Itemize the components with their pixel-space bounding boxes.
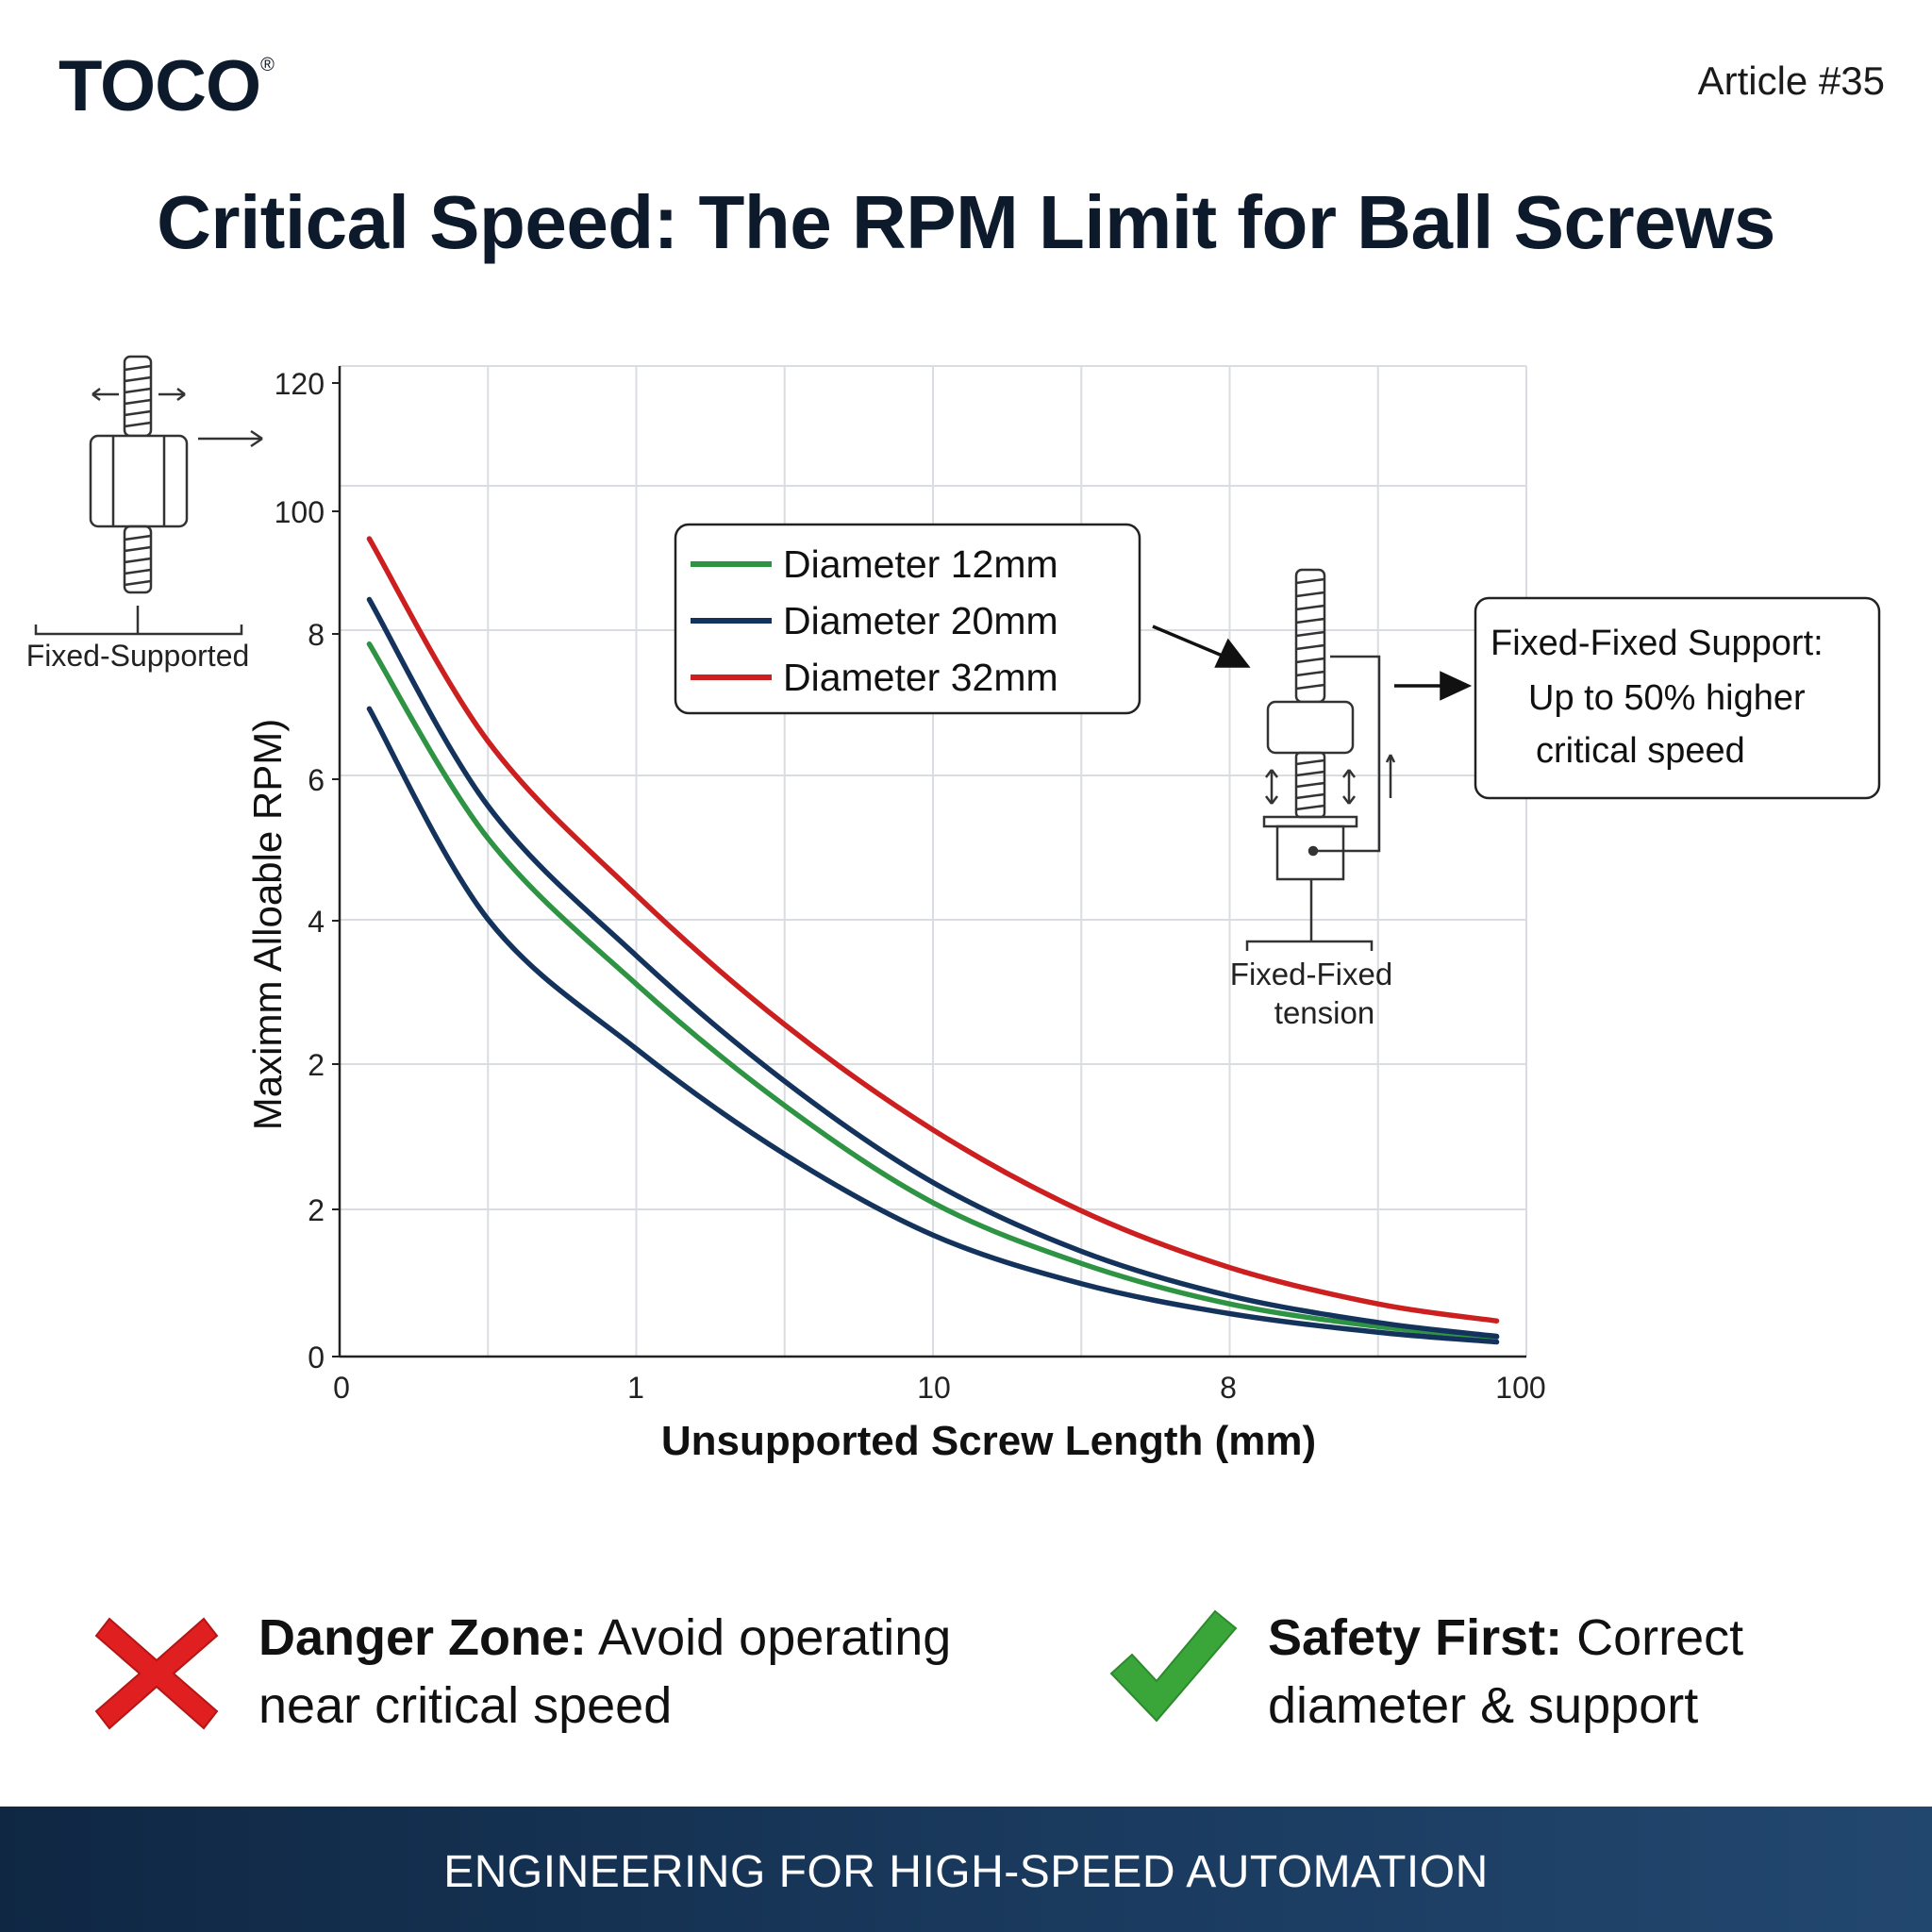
toco-logo: TOCO® xyxy=(58,45,275,127)
legend: Diameter 12mm Diameter 20mm Diameter 32mm xyxy=(674,523,1141,715)
danger-zone-heading: Danger Zone: xyxy=(258,1609,588,1666)
callout-line-3: critical speed xyxy=(1536,731,1745,771)
safety-first-message-line2: diameter & support xyxy=(1268,1677,1699,1734)
y-tick-label: 6 xyxy=(308,763,325,797)
x-tick-label: 1 xyxy=(627,1371,644,1405)
critical-speed-chart: 0 2 2 4 6 8 100 120 0 1 10 8 100 Unsupported Screw … xyxy=(26,355,1881,1464)
danger-zone-message: Avoid operating xyxy=(587,1609,952,1666)
series-line-diameter-32mm xyxy=(366,536,1500,1324)
page-title: Critical Speed: The RPM Limit for Ball S… xyxy=(157,180,1775,264)
y-tick-label: 2 xyxy=(308,1193,325,1227)
danger-x-icon xyxy=(94,1617,219,1730)
y-tick-label: 8 xyxy=(308,618,325,652)
footer-banner: ENGINEERING FOR HIGH-SPEED AUTOMATION xyxy=(0,1807,1932,1932)
support-flange xyxy=(1262,815,1358,828)
series-line-diameter-12mm xyxy=(366,641,1500,1341)
safety-first-heading: Safety First: xyxy=(1268,1609,1563,1666)
chart-axes xyxy=(338,366,1526,1358)
danger-zone-message-line2: near critical speed xyxy=(258,1677,673,1734)
check-mark-icon xyxy=(1109,1609,1238,1723)
series-line-baseline xyxy=(366,706,1500,1345)
arrowhead-1 xyxy=(1214,638,1251,668)
logo-text: TOCO xyxy=(58,46,261,126)
series-line-diameter-20mm xyxy=(366,596,1500,1340)
x-axis-label: Unsupported Screw Length (mm) xyxy=(661,1418,1316,1464)
fixed-fixed-diagram xyxy=(1245,568,1396,951)
screw-top-threads xyxy=(124,364,152,428)
fixed-fixed-label: Fixed-Fixed xyxy=(1230,957,1392,991)
fixed-supported-diagram xyxy=(34,355,263,636)
legend-label: Diameter 12mm xyxy=(783,542,1058,586)
ball-nut xyxy=(89,434,189,528)
banner-text: ENGINEERING FOR HIGH-SPEED AUTOMATION xyxy=(443,1847,1489,1897)
label-bracket xyxy=(1245,940,1374,951)
screw-upper-threads xyxy=(1295,577,1325,691)
x-tick-label: 10 xyxy=(917,1371,951,1405)
screw-lower-threads xyxy=(1295,758,1325,811)
legend-box xyxy=(674,523,1141,715)
x-tick-label: 8 xyxy=(1220,1371,1237,1405)
callout-line-2: Up to 50% higher xyxy=(1528,678,1806,718)
tension-label: tension xyxy=(1274,995,1374,1030)
y-tick-label: 120 xyxy=(275,367,325,401)
ball-nut xyxy=(1266,700,1355,755)
callout-line-1: Fixed-Fixed Support: xyxy=(1491,624,1824,663)
callout-box xyxy=(1474,596,1881,800)
y-tick-label: 0 xyxy=(308,1341,325,1374)
legend-label: Diameter 20mm xyxy=(783,599,1058,642)
legend-to-diagram-arrow-icon xyxy=(1152,625,1225,658)
fixed-supported-label: Fixed-Supported xyxy=(26,639,250,673)
x-tick-labels: 0 1 10 8 100 xyxy=(333,1371,1546,1405)
screw-bottom-threads xyxy=(124,534,152,587)
x-tick-label: 0 xyxy=(333,1371,350,1405)
y-tick-label: 4 xyxy=(308,905,325,939)
article-number: Article #35 xyxy=(1697,58,1885,103)
safety-first-text: Safety First: Correct diameter & support xyxy=(1268,1604,1743,1740)
safety-first-message: Correct xyxy=(1562,1609,1744,1666)
y-tick-labels: 0 2 2 4 6 8 100 120 xyxy=(275,367,340,1374)
annotation-arrows xyxy=(1152,625,1473,701)
chart-grid xyxy=(340,365,1527,1357)
series-lines xyxy=(366,536,1500,1345)
x-tick-label: 100 xyxy=(1495,1371,1545,1405)
tension-rod xyxy=(1313,655,1381,853)
y-tick-label: 2 xyxy=(308,1048,325,1082)
arrowhead-2 xyxy=(1440,671,1473,701)
y-axis-label: Maximm Alloable RPM) xyxy=(245,719,290,1130)
danger-zone-text: Danger Zone: Avoid operating near critic… xyxy=(258,1604,951,1740)
logo-registered-mark: ® xyxy=(260,55,275,75)
y-tick-label: 100 xyxy=(275,495,325,529)
legend-label: Diameter 32mm xyxy=(783,656,1058,699)
